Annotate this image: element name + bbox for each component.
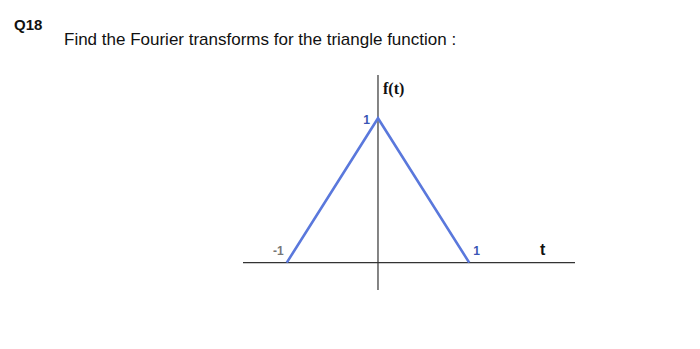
y-axis [377,75,378,290]
chart: -1 1 1 t f(t) [0,0,700,349]
y-axis-label: f(t) [383,80,404,98]
x-tick-label: 1 [473,244,480,258]
x-axis [243,262,575,263]
plot-area [287,118,469,262]
triangle-line [287,118,469,262]
question-text: Find the Fourier transforms for the tria… [64,30,456,50]
y-tick-label: 1 [363,113,370,127]
question-number: Q18 [14,16,42,33]
x-tick-label: -1 [273,244,284,258]
x-axis-label: t [540,241,546,258]
